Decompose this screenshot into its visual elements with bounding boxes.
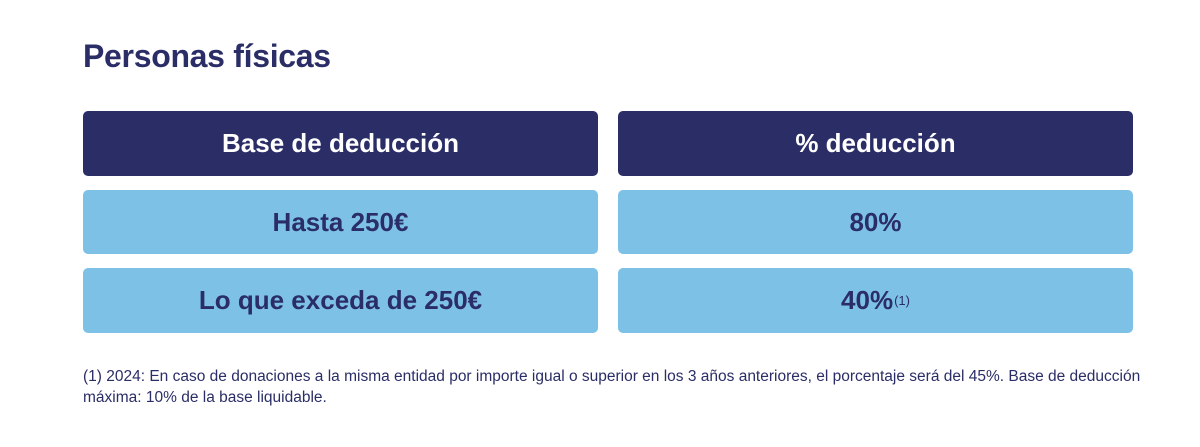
row-2-base: Lo que exceda de 250€ xyxy=(83,268,598,333)
header-base: Base de deducción xyxy=(83,111,598,176)
header-percent: % deducción xyxy=(618,111,1133,176)
page-title: Personas físicas xyxy=(83,38,331,74)
footnote-ref: (1) xyxy=(894,293,910,308)
row-2-percent-cell: 40% (1) xyxy=(618,268,1133,333)
row-2-percent: 40% xyxy=(841,285,894,315)
footnote: (1) 2024: En caso de donaciones a la mis… xyxy=(83,368,1141,406)
row-1-percent: 80% xyxy=(618,190,1133,254)
row-1-base: Hasta 250€ xyxy=(83,190,598,254)
